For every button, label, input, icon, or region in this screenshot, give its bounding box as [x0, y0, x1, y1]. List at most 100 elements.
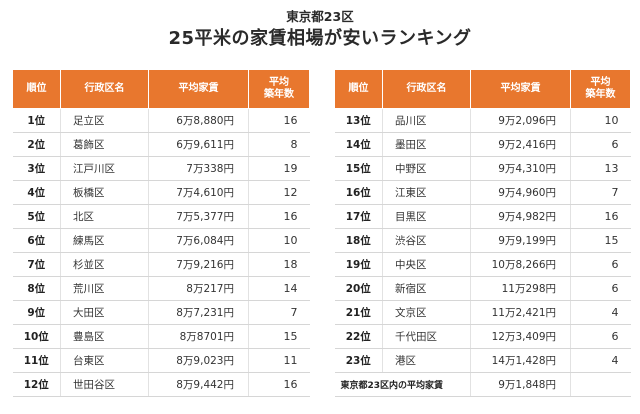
building-age-cell: 4 [570, 348, 631, 373]
building-age-cell: 15 [570, 228, 631, 253]
building-age-cell: 6 [570, 132, 631, 157]
table-row: 21位 文京区 11万2,421円 4 [334, 300, 631, 325]
table-row: 22位 千代田区 12万3,409円 6 [334, 324, 631, 349]
building-age-cell: 10 [248, 228, 310, 253]
header-age-line1: 平均 [590, 77, 611, 88]
ward-cell: 文京区 [382, 300, 471, 325]
table-row: 11位 台東区 8万9,023円 11 [12, 348, 310, 373]
rank-cell: 8位 [12, 276, 61, 301]
ward-cell: 葛飾区 [60, 132, 149, 157]
table-row: 2位 葛飾区 6万9,611円 8 [12, 132, 310, 157]
ranking-body-right: 13位 品川区 9万2,096円 10 14位 墨田区 9万2,416円 6 15位 中野区 9万4… [334, 108, 631, 373]
average-label: 東京都23区内の平均家賃 [334, 372, 471, 397]
rank-cell: 21位 [334, 300, 383, 325]
rank-cell: 6位 [12, 228, 61, 253]
rank-cell: 1位 [12, 108, 61, 133]
rent-cell: 11万2,421円 [470, 300, 571, 325]
header-rent: 平均家賃 [148, 69, 249, 109]
table-row: 14位 墨田区 9万2,416円 6 [334, 132, 631, 157]
rent-cell: 14万1,428円 [470, 348, 571, 373]
rent-cell: 6万9,611円 [148, 132, 249, 157]
building-age-cell: 13 [570, 156, 631, 181]
rank-cell: 9位 [12, 300, 61, 325]
table-row: 17位 目黒区 9万4,982円 16 [334, 204, 631, 229]
table-row: 10位 豊島区 8万8701円 15 [12, 324, 310, 349]
rank-cell: 20位 [334, 276, 383, 301]
building-age-cell: 10 [570, 108, 631, 133]
rent-cell: 12万3,409円 [470, 324, 571, 349]
building-age-cell: 15 [248, 324, 310, 349]
rent-cell: 9万4,982円 [470, 204, 571, 229]
rank-cell: 15位 [334, 156, 383, 181]
rent-cell: 9万4,960円 [470, 180, 571, 205]
header-rank: 順位 [12, 69, 61, 109]
building-age-cell: 7 [570, 180, 631, 205]
header-age-line2: 築年数 [585, 89, 616, 100]
table-row: 12位 世田谷区 8万9,442円 16 [12, 372, 310, 397]
ranking-table-right: 順位 行政区名 平均家賃 平均 築年数 13位 品川区 9万2,096円 10 14位 墨田… [334, 69, 631, 397]
table-row: 8位 荒川区 8万217円 14 [12, 276, 310, 301]
ward-cell: 北区 [60, 204, 149, 229]
building-age-cell: 6 [570, 252, 631, 277]
building-age-cell: 6 [570, 324, 631, 349]
rent-cell: 7万338円 [148, 156, 249, 181]
rank-cell: 10位 [12, 324, 61, 349]
table-row: 5位 北区 7万5,377円 16 [12, 204, 310, 229]
rent-cell: 9万9,199円 [470, 228, 571, 253]
table-row: 23位 港区 14万1,428円 4 [334, 348, 631, 373]
rent-cell: 6万8,880円 [148, 108, 249, 133]
table-row: 6位 練馬区 7万6,084円 10 [12, 228, 310, 253]
rent-cell: 8万9,023円 [148, 348, 249, 373]
ranking-body-left: 1位 足立区 6万8,880円 16 2位 葛飾区 6万9,611円 8 3位 江戸川区 7万338… [12, 108, 310, 397]
rent-cell: 9万2,096円 [470, 108, 571, 133]
rent-cell: 7万6,084円 [148, 228, 249, 253]
rank-cell: 14位 [334, 132, 383, 157]
ward-cell: 杉並区 [60, 252, 149, 277]
table-row: 3位 江戸川区 7万338円 19 [12, 156, 310, 181]
rank-cell: 5位 [12, 204, 61, 229]
rank-cell: 7位 [12, 252, 61, 277]
table-header-row: 順位 行政区名 平均家賃 平均 築年数 [12, 69, 310, 109]
rent-cell: 7万4,610円 [148, 180, 249, 205]
ward-cell: 品川区 [382, 108, 471, 133]
ward-cell: 世田谷区 [60, 372, 149, 397]
table-row: 7位 杉並区 7万9,216円 18 [12, 252, 310, 277]
building-age-cell: 4 [570, 300, 631, 325]
header-ward: 行政区名 [60, 69, 149, 109]
header-rent: 平均家賃 [470, 69, 571, 109]
ward-cell: 大田区 [60, 300, 149, 325]
header-building-age: 平均 築年数 [248, 69, 310, 109]
rent-cell: 9万4,310円 [470, 156, 571, 181]
table-row: 15位 中野区 9万4,310円 13 [334, 156, 631, 181]
page-subtitle: 東京都23区 [286, 9, 354, 24]
rank-cell: 23位 [334, 348, 383, 373]
rent-cell: 8万9,442円 [148, 372, 249, 397]
rank-cell: 16位 [334, 180, 383, 205]
ward-cell: 中央区 [382, 252, 471, 277]
average-age-empty [570, 372, 631, 397]
ward-cell: 渋谷区 [382, 228, 471, 253]
table-header-row: 順位 行政区名 平均家賃 平均 築年数 [334, 69, 631, 109]
header-rank: 順位 [334, 69, 383, 109]
rent-cell: 8万8701円 [148, 324, 249, 349]
building-age-cell: 11 [248, 348, 310, 373]
header-age-line2: 築年数 [264, 89, 294, 100]
rank-cell: 2位 [12, 132, 61, 157]
rank-cell: 3位 [12, 156, 61, 181]
rent-cell: 8万7,231円 [148, 300, 249, 325]
table-row: 9位 大田区 8万7,231円 7 [12, 300, 310, 325]
table-row: 20位 新宿区 11万298円 6 [334, 276, 631, 301]
ward-cell: 足立区 [60, 108, 149, 133]
rank-cell: 17位 [334, 204, 383, 229]
rent-cell: 9万2,416円 [470, 132, 571, 157]
ward-cell: 新宿区 [382, 276, 471, 301]
rent-cell: 10万8,266円 [470, 252, 571, 277]
average-row: 東京都23区内の平均家賃 9万1,848円 [334, 372, 631, 397]
ward-cell: 江東区 [382, 180, 471, 205]
ward-cell: 江戸川区 [60, 156, 149, 181]
building-age-cell: 16 [248, 108, 310, 133]
table-row: 16位 江東区 9万4,960円 7 [334, 180, 631, 205]
building-age-cell: 16 [248, 372, 310, 397]
rent-cell: 11万298円 [470, 276, 571, 301]
page-title: 25平米の家賃相場が安いランキング [168, 28, 472, 49]
